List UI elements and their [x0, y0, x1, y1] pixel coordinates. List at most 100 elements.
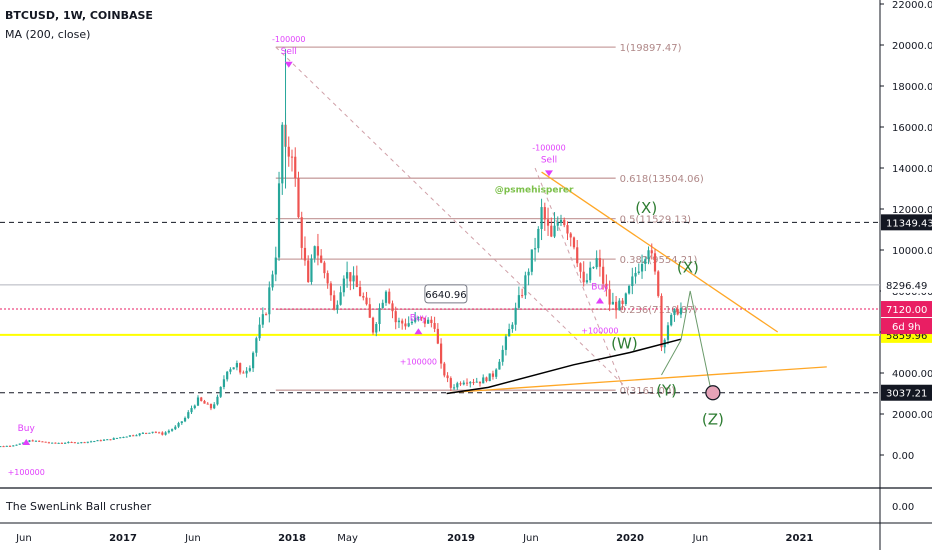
candle-body	[501, 349, 504, 362]
candle-body	[148, 432, 151, 434]
candle-body	[618, 300, 621, 311]
x-tick-label: 2021	[786, 533, 814, 544]
signal-arrow	[22, 438, 31, 445]
candle-body	[141, 432, 145, 434]
candle-body	[430, 319, 433, 324]
candle-body	[391, 303, 394, 312]
candle-body	[28, 440, 31, 442]
candle-body	[621, 300, 624, 305]
candle-body	[2, 446, 5, 448]
candle-body	[423, 317, 426, 324]
candle-body	[310, 258, 313, 283]
candle-body	[543, 207, 546, 220]
elliott-wave-label: (X)	[635, 199, 657, 217]
ma-indicator-title[interactable]: MA (200, close)	[5, 28, 91, 41]
candle-body	[200, 397, 203, 401]
candle-body	[226, 371, 229, 380]
candle-body	[128, 435, 132, 437]
symbol-title[interactable]: BTCUSD, 1W, COINBASE	[5, 9, 153, 22]
candle-body	[465, 382, 469, 384]
candle-body	[38, 440, 41, 442]
fib-level-label: 0(3161.00)	[620, 386, 676, 397]
candle-body	[154, 431, 157, 433]
candle-body	[410, 321, 414, 324]
y-tick-label: 2000.00	[892, 410, 932, 421]
price-callout-label: 6640.96	[425, 290, 466, 301]
candle-body	[401, 320, 404, 324]
target-marker	[705, 385, 721, 401]
candle-body	[294, 156, 297, 179]
candle-body	[109, 439, 112, 441]
x-tick-label: Jun	[692, 533, 709, 544]
candle-body	[569, 233, 572, 238]
candle-body	[676, 308, 679, 315]
candle-body	[533, 248, 537, 250]
candle-body	[18, 443, 21, 445]
signal-type: Buy	[410, 313, 428, 323]
candle-body	[5, 445, 8, 447]
candle-body	[345, 272, 349, 279]
candle-body	[151, 431, 154, 433]
candle-body	[174, 426, 177, 430]
candle-body	[313, 246, 316, 259]
candle-body	[488, 373, 491, 382]
signal-arrow	[414, 328, 423, 335]
signal-type: Buy	[18, 424, 36, 434]
candle-body	[514, 307, 517, 325]
candle-body	[566, 225, 569, 234]
countdown-label: 6d 9h	[892, 322, 921, 333]
trendline-upper	[541, 171, 779, 333]
candle-body	[521, 295, 524, 297]
candle-body	[235, 363, 239, 368]
candle-body	[190, 408, 193, 413]
candle-body	[508, 328, 511, 337]
candle-body	[605, 283, 608, 290]
candle-body	[670, 314, 673, 326]
ma200-line	[446, 338, 682, 395]
candle-body	[261, 314, 264, 325]
candle-body	[446, 375, 449, 379]
candle-body	[326, 273, 329, 284]
candle-body	[232, 367, 235, 370]
candle-body	[624, 293, 627, 305]
candle-body	[452, 387, 456, 389]
indicator-pane-title[interactable]: The SwenLink Ball crusher	[6, 500, 152, 513]
candle-body	[54, 442, 57, 444]
candle-body	[495, 369, 498, 377]
candle-body	[378, 308, 381, 325]
signal-amount: +100000	[581, 327, 618, 336]
fib-level-label: 0.618(13504.06)	[620, 174, 704, 185]
x-tick-label: Jun	[15, 533, 32, 544]
candle-body	[456, 383, 459, 388]
y-tick-label: 4000.00	[892, 369, 932, 380]
candle-body	[478, 381, 482, 384]
price-tag-label: 11349.43	[886, 218, 932, 229]
x-tick-label: 2018	[278, 533, 306, 544]
candle-body	[213, 404, 216, 409]
price-tag-label: 3037.21	[886, 389, 927, 400]
candle-body	[34, 440, 38, 442]
price-tag-box	[881, 214, 932, 231]
candle-body	[99, 440, 102, 442]
x-tick-label: May	[337, 533, 358, 544]
candle-body	[336, 304, 339, 310]
candle-body	[41, 441, 44, 443]
signal-amount: -100000	[272, 35, 305, 44]
projection-path	[661, 290, 712, 393]
candle-body	[439, 343, 443, 364]
candle-body	[436, 328, 439, 344]
candle-body	[443, 363, 446, 376]
candle-body	[475, 381, 478, 383]
candle-body	[449, 378, 452, 388]
signal-amount: +100000	[400, 357, 437, 366]
signal-arrow	[595, 297, 604, 304]
candle-body	[264, 314, 268, 316]
candle-body	[135, 435, 138, 437]
candle-body	[602, 266, 605, 284]
candle-body	[67, 442, 70, 444]
candle-body	[222, 379, 226, 387]
price-tag-box	[881, 301, 932, 318]
candle-body	[644, 259, 647, 264]
